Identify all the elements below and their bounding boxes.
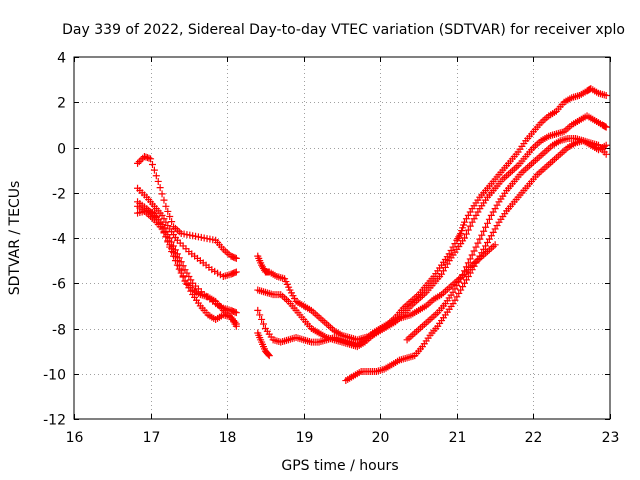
- y-tick-label: -4: [52, 232, 66, 248]
- data-point: [173, 261, 181, 269]
- data-point: [164, 238, 172, 246]
- data-point: [602, 91, 610, 99]
- data-point: [148, 160, 156, 168]
- data-point: [260, 320, 268, 328]
- y-tick-label: 4: [57, 51, 66, 67]
- data-point: [166, 243, 174, 251]
- data-point: [231, 318, 239, 326]
- data-point: [177, 258, 185, 266]
- data-point: [166, 213, 174, 221]
- x-tick-label: 16: [66, 430, 84, 446]
- data-point: [147, 155, 155, 163]
- series-track-8: [254, 241, 499, 348]
- y-tick-label: -12: [43, 413, 66, 429]
- data-point: [472, 243, 480, 251]
- data-point: [602, 123, 610, 131]
- data-point: [171, 257, 179, 265]
- data-point: [456, 231, 464, 239]
- data-point: [150, 166, 158, 174]
- data-point: [232, 254, 240, 262]
- data-point: [232, 268, 240, 276]
- data-point: [164, 207, 172, 215]
- x-tick-label: 20: [372, 430, 390, 446]
- data-point: [459, 271, 467, 279]
- data-point: [232, 309, 240, 317]
- data-point: [485, 215, 493, 223]
- data-point: [162, 202, 170, 210]
- data-point: [483, 219, 491, 227]
- data-point: [170, 252, 178, 260]
- data-point: [168, 248, 176, 256]
- y-axis-label: SDTVAR / TECUs: [7, 181, 23, 296]
- data-point: [160, 228, 168, 236]
- series-track-10: [342, 137, 610, 385]
- data-point: [470, 247, 478, 255]
- data-point: [179, 273, 187, 281]
- data-point: [491, 241, 499, 249]
- x-axis-label: GPS time / hours: [281, 458, 398, 474]
- grid-lines: [74, 57, 610, 419]
- data-point: [158, 190, 166, 198]
- data-point: [457, 275, 465, 283]
- data-point: [177, 269, 185, 277]
- y-axis-ticks: -12 -10 -8 -6 -4 -2 0 2 4: [43, 51, 610, 429]
- series-track-6: [254, 85, 610, 344]
- data-point: [476, 235, 484, 243]
- data-point: [462, 263, 470, 271]
- series-track-11: [403, 134, 610, 344]
- y-tick-label: -10: [43, 368, 66, 384]
- data-point: [254, 306, 262, 314]
- data-point: [461, 267, 469, 275]
- series-track-1: [134, 153, 240, 262]
- data-point: [602, 150, 610, 158]
- data-point: [478, 231, 486, 239]
- data-point: [160, 196, 168, 204]
- plot-frame: [73, 56, 611, 420]
- data-point: [135, 158, 143, 166]
- y-tick-label: -2: [52, 187, 66, 203]
- data-point: [474, 239, 482, 247]
- series-track-9: [254, 329, 273, 360]
- data-point: [480, 227, 488, 235]
- y-tick-label: 2: [57, 96, 66, 112]
- series-track-2: [134, 184, 240, 280]
- data-marks: [134, 85, 610, 385]
- y-tick-label: -6: [52, 277, 66, 293]
- data-point: [256, 311, 264, 319]
- data-point: [464, 226, 472, 234]
- x-tick-label: 17: [143, 430, 161, 446]
- data-point: [602, 141, 610, 149]
- data-point: [462, 230, 470, 238]
- data-point: [162, 233, 170, 241]
- data-point: [466, 222, 474, 230]
- data-point: [175, 265, 183, 273]
- data-point: [158, 223, 166, 231]
- data-point: [468, 251, 476, 259]
- data-point: [265, 352, 273, 360]
- chart-title: Day 339 of 2022, Sidereal Day-to-day VTE…: [62, 22, 625, 38]
- data-point: [137, 156, 145, 164]
- data-point: [461, 234, 469, 242]
- data-point: [466, 255, 474, 263]
- data-point: [156, 184, 164, 192]
- data-point: [232, 320, 240, 328]
- data-point: [482, 223, 490, 231]
- x-tick-label: 23: [602, 430, 620, 446]
- data-point: [258, 315, 266, 323]
- data-point: [464, 259, 472, 267]
- data-point: [264, 351, 272, 359]
- x-tick-label: 19: [296, 430, 314, 446]
- x-axis-ticks: 16 17 18 19 20 21 22 23: [66, 57, 620, 446]
- series-track-5: [134, 207, 240, 328]
- x-tick-label: 18: [219, 430, 237, 446]
- x-tick-label: 21: [449, 430, 467, 446]
- data-point: [152, 172, 160, 180]
- x-tick-label: 22: [525, 430, 543, 446]
- data-point: [154, 177, 162, 185]
- y-tick-label: -8: [52, 323, 66, 339]
- y-tick-label: 0: [57, 142, 66, 158]
- data-point: [134, 159, 142, 167]
